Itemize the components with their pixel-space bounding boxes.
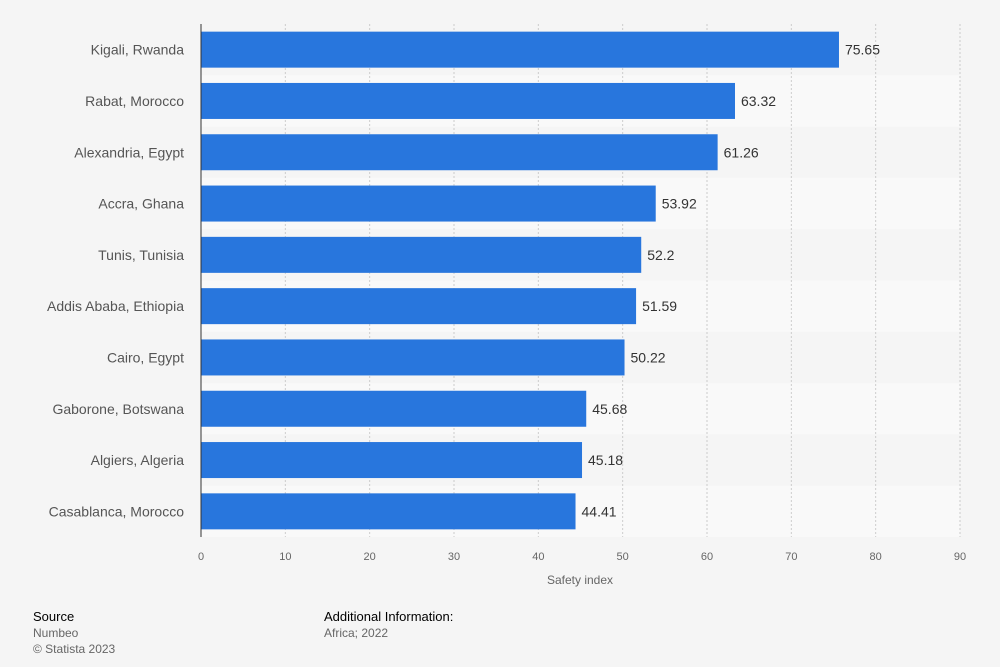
value-label: 45.68 [592, 401, 627, 417]
category-label: Cairo, Egypt [107, 349, 184, 365]
bar[interactable] [201, 236, 642, 273]
category-label: Accra, Ghana [98, 196, 184, 212]
bar-chart: Kigali, Rwanda Rabat, Morocco Alexandria, … [47, 24, 966, 587]
copyright: © Statista 2023 [33, 642, 116, 656]
source-block: Source Numbeo © Statista 2023 [33, 609, 115, 657]
source-name[interactable]: Numbeo [33, 626, 79, 640]
x-tick-label: 40 [532, 551, 544, 563]
category-label: Algiers, Algeria [91, 452, 185, 468]
x-tick-labels: 0 10 20 30 40 50 60 70 80 90 [198, 551, 966, 563]
x-tick-label: 60 [701, 551, 713, 563]
value-label: 52.2 [647, 247, 674, 263]
additional-info-heading: Additional Information: [324, 609, 454, 624]
x-tick-label: 70 [785, 551, 797, 563]
category-labels: Kigali, Rwanda Rabat, Morocco Alexandria, … [47, 42, 184, 520]
bar[interactable] [201, 185, 656, 222]
value-label: 75.65 [845, 42, 880, 58]
bar[interactable] [201, 442, 583, 479]
value-label: 63.32 [741, 93, 776, 109]
bar[interactable] [201, 339, 625, 376]
value-label: 50.22 [631, 349, 666, 365]
category-label: Tunis, Tunisia [98, 247, 184, 263]
bar[interactable] [201, 390, 587, 427]
x-tick-label: 30 [448, 551, 460, 563]
x-tick-label: 80 [870, 551, 882, 563]
bars [201, 31, 839, 530]
x-tick-label: 10 [279, 551, 291, 563]
category-label: Gaborone, Botswana [52, 401, 184, 417]
x-tick-label: 90 [954, 551, 966, 563]
value-label: 44.41 [582, 503, 617, 519]
x-tick-label: 50 [617, 551, 629, 563]
value-label: 53.92 [662, 196, 697, 212]
bar[interactable] [201, 493, 576, 530]
value-label: 61.26 [724, 144, 759, 160]
additional-info-text: Africa; 2022 [324, 626, 389, 640]
value-labels: 75.65 63.32 61.26 53.92 52.2 51.59 50.22 45.68 4… [582, 42, 881, 520]
additional-info-block: Additional Information: Africa; 2022 [324, 609, 453, 641]
bar[interactable] [201, 82, 735, 119]
bar[interactable] [201, 288, 637, 325]
value-label: 51.59 [642, 298, 677, 314]
x-tick-label: 0 [198, 551, 204, 563]
source-heading: Source [33, 609, 75, 624]
bar[interactable] [201, 31, 839, 68]
x-axis-title: Safety index [547, 573, 613, 587]
category-label: Casablanca, Morocco [49, 503, 185, 519]
category-label: Rabat, Morocco [85, 93, 184, 109]
value-label: 45.18 [588, 452, 623, 468]
x-tick-label: 20 [364, 551, 376, 563]
category-label: Addis Ababa, Ethiopia [47, 298, 184, 314]
bar[interactable] [201, 134, 718, 171]
category-label: Alexandria, Egypt [74, 144, 184, 160]
category-label: Kigali, Rwanda [91, 42, 185, 58]
